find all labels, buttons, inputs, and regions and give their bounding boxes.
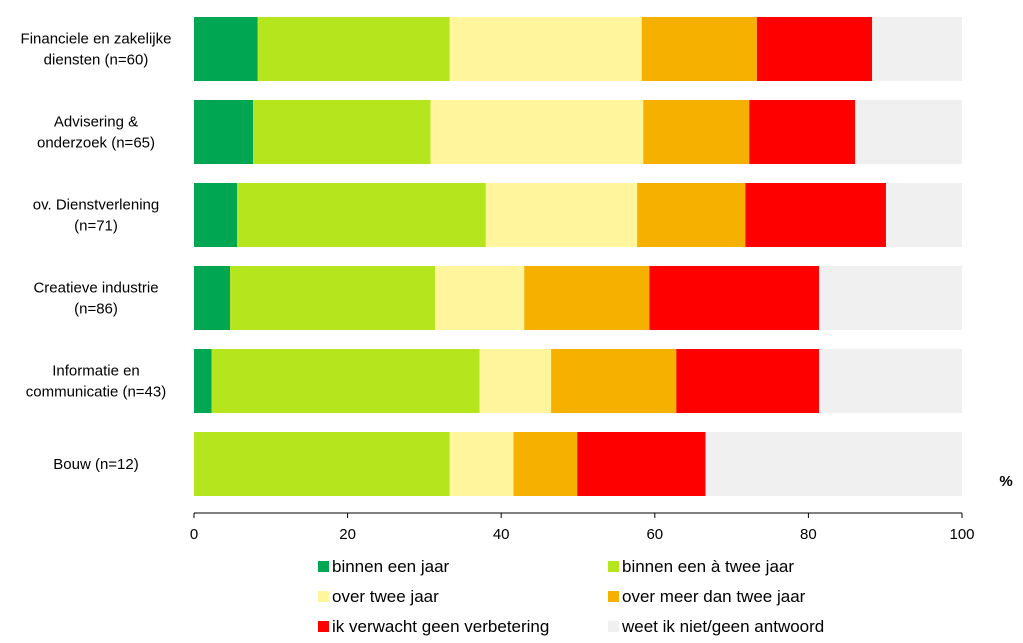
legend-swatch [318,621,329,632]
bar-segment [641,17,757,81]
bar-segment [479,349,552,413]
legend-label: binnen een à twee jaar [622,557,794,576]
category-labels: Financiele en zakelijke diensten (n=60) Ad… [21,31,172,474]
bar-segment [230,266,436,330]
bars-group [194,17,962,496]
bar-segment [449,17,642,81]
category-label-line: Informatie en [52,363,140,380]
category-label-line: ov. Dienstverlening [33,197,159,214]
legend-label: binnen een jaar [332,557,450,576]
legend-swatch [608,591,619,602]
category-label-line: Bouw (n=12) [53,456,138,473]
bar-segment [745,183,886,247]
category-label-line: communicatie (n=43) [26,384,166,401]
bar-segment [485,183,638,247]
x-tick-label: 20 [339,526,356,543]
category-label: Creatieve industrie (n=86) [33,280,158,318]
bar-segment [676,349,820,413]
bar-segment [749,100,856,164]
bar-segment [194,432,450,496]
x-tick-label: 100 [949,526,974,543]
x-tick-label: 80 [800,526,817,543]
legend-label: over twee jaar [332,587,439,606]
bar-segment [885,183,962,247]
bar-segment [756,17,873,81]
bar-segment [194,349,212,413]
bar-segment [855,100,962,164]
category-label-line: onderzoek (n=65) [37,135,155,152]
legend-label: ik verwacht geen verbetering [332,617,549,636]
x-tick-label: 40 [493,526,510,543]
category-label: Informatie en communicatie (n=43) [26,363,166,401]
legend-swatch [318,591,329,602]
category-label-line: diensten (n=60) [44,52,149,69]
bar-segment [819,266,962,330]
bar-segment [872,17,962,81]
bar-segment [649,266,820,330]
bar-segment [194,17,258,81]
bar-segment [513,432,578,496]
bar-segment [637,183,746,247]
x-tick-label: 60 [646,526,663,543]
x-axis-unit-label: % [999,473,1012,490]
bar-segment [435,266,525,330]
legend-swatch [608,621,619,632]
category-label-line: Advisering & [54,114,138,131]
legend-label: weet ik niet/geen antwoord [621,617,824,636]
bar-segment [194,100,254,164]
bar-segment [551,349,677,413]
bar-segment [211,349,480,413]
category-label: ov. Dienstverlening (n=71) [33,197,159,235]
category-label-line: (n=86) [74,301,118,318]
bar-segment [524,266,650,330]
bar-segment [705,432,962,496]
category-label: Bouw (n=12) [53,456,138,473]
bar-segment [194,266,231,330]
category-label-line: Creatieve industrie [33,280,158,297]
category-label: Financiele en zakelijke diensten (n=60) [21,31,172,69]
legend-swatch [318,561,329,572]
legend: binnen een jaar binnen een à twee jaar ove… [318,557,824,636]
legend-swatch [608,561,619,572]
bar-segment [194,183,238,247]
legend-label: over meer dan twee jaar [622,587,806,606]
category-label: Advisering & onderzoek (n=65) [37,114,155,152]
bar-segment [819,349,962,413]
bar-segment [257,17,450,81]
bar-segment [577,432,706,496]
category-label-line: (n=71) [74,218,118,235]
bar-segment [643,100,750,164]
x-tick-label: 0 [190,526,198,543]
bar-segment [237,183,486,247]
category-label-line: Financiele en zakelijke [21,31,172,48]
bar-segment [430,100,644,164]
x-axis-ticks: 0 20 40 60 80 100 [190,513,975,543]
bar-segment [449,432,514,496]
bar-segment [253,100,431,164]
